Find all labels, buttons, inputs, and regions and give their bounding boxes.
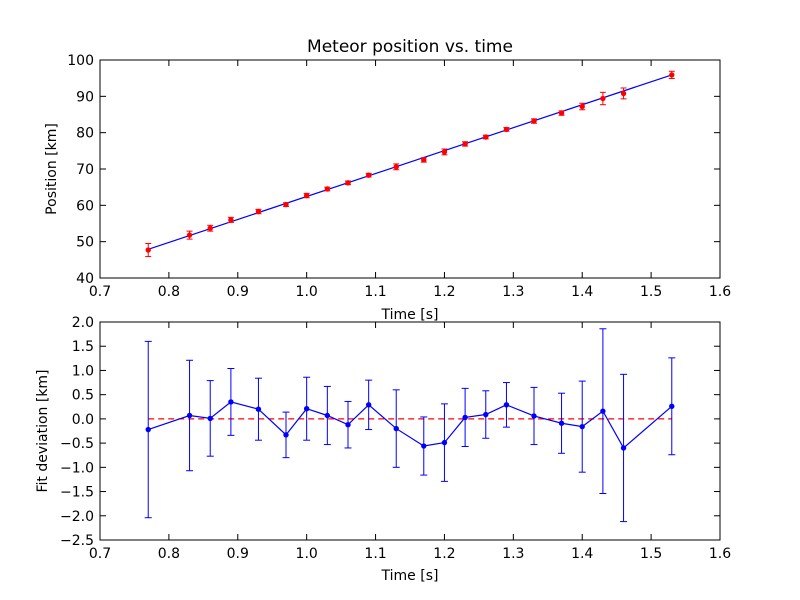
position-x-tick-label: 1.2	[433, 284, 455, 300]
position-y-tick-label: 40	[76, 271, 94, 287]
deviation-x-tick-label: 1.5	[640, 546, 662, 562]
deviation-point	[558, 420, 565, 426]
deviation-point	[421, 443, 427, 449]
position-ticks: 0.7 0.8 0.9 1.0 1.1 1.2 1.3 1.4 1.5 1.6 40 50 60 70 80…	[67, 53, 731, 300]
position-x-axis-label: Time [s]	[381, 307, 439, 323]
position-axes-frame	[99, 59, 721, 279]
deviation-y-tick-label: 0.0	[72, 412, 94, 428]
position-point	[579, 103, 585, 110]
position-point	[600, 95, 606, 102]
deviation-panel: 0.7 0.8 0.9 1.0 1.1 1.2 1.3 1.4 1.5 1.6 −2.5 −2.0 −1…	[35, 315, 731, 584]
position-panel: Meteor position vs. time 0.7 0.8 0.9 1.0 1.1…	[44, 37, 731, 323]
deviation-y-tick-label: 0.5	[72, 388, 94, 404]
deviation-y-tick-label: −0.5	[60, 436, 94, 452]
position-y-axis-label: Position [km]	[44, 123, 60, 215]
position-y-tick-label: 80	[76, 126, 94, 142]
position-point	[462, 141, 468, 147]
deviation-x-tick-label: 1.3	[502, 546, 524, 562]
deviation-x-tick-label: 1.6	[709, 546, 731, 562]
deviation-point	[669, 403, 675, 409]
position-point	[503, 126, 510, 133]
deviation-point	[393, 425, 399, 432]
chart-title: Meteor position vs. time	[307, 37, 513, 57]
position-point	[283, 201, 289, 208]
deviation-x-axis-label: Time [s]	[381, 568, 439, 584]
deviation-y-tick-label: −1.5	[60, 485, 94, 501]
position-x-tick-label: 0.7	[89, 284, 111, 300]
deviation-y-tick-label: 1.0	[72, 363, 94, 379]
deviation-axes-frame	[99, 321, 721, 541]
position-point	[145, 247, 151, 253]
deviation-point	[324, 412, 331, 419]
deviation-point	[462, 414, 468, 421]
position-y-tick-label: 60	[76, 198, 94, 214]
deviation-x-tick-label: 0.7	[89, 546, 111, 562]
deviation-point	[345, 422, 351, 428]
deviation-point	[207, 415, 213, 422]
position-point	[324, 186, 331, 192]
position-point	[228, 217, 234, 223]
deviation-x-tick-label: 0.9	[227, 546, 249, 562]
deviation-point	[531, 413, 537, 419]
position-point	[483, 134, 489, 140]
deviation-point	[186, 412, 193, 419]
deviation-y-tick-label: 2.0	[72, 315, 94, 331]
deviation-y-tick-label: −2.0	[60, 509, 94, 525]
position-x-tick-label: 1.1	[364, 284, 386, 300]
deviation-point	[228, 399, 234, 405]
position-y-tick-label: 90	[76, 89, 94, 105]
deviation-point	[620, 445, 627, 451]
deviation-series-line	[148, 401, 673, 449]
position-y-tick-label: 50	[76, 235, 94, 251]
deviation-point	[483, 411, 489, 418]
position-point	[558, 110, 565, 116]
deviation-point	[145, 426, 151, 433]
position-point	[365, 172, 372, 178]
position-x-tick-label: 1.3	[502, 284, 524, 300]
deviation-y-axis-label: Fit deviation [km]	[35, 369, 51, 492]
deviation-point	[503, 402, 510, 408]
position-point	[255, 208, 262, 215]
deviation-x-tick-label: 1.1	[364, 546, 386, 562]
deviation-point	[365, 402, 372, 408]
position-x-tick-label: 1.5	[640, 284, 662, 300]
position-point	[207, 225, 213, 231]
deviation-x-tick-label: 1.2	[433, 546, 455, 562]
position-point	[393, 164, 399, 170]
deviation-y-tick-label: −2.5	[60, 533, 94, 549]
deviation-plot-area	[144, 328, 676, 523]
deviation-y-tick-label: −1.0	[60, 460, 94, 476]
position-point	[531, 118, 537, 124]
deviation-ticks: 0.7 0.8 0.9 1.0 1.1 1.2 1.3 1.4 1.5 1.6 −2.5 −2.0 −1…	[60, 315, 731, 562]
position-point	[186, 232, 193, 238]
position-point	[421, 157, 427, 163]
position-point	[669, 72, 675, 78]
position-y-tick-label: 70	[76, 162, 94, 178]
position-x-tick-label: 0.8	[158, 284, 180, 300]
deviation-y-tick-label: 1.5	[72, 339, 94, 355]
position-x-tick-label: 1.4	[571, 284, 593, 300]
deviation-x-tick-label: 0.8	[158, 546, 180, 562]
deviation-point	[303, 406, 310, 412]
position-x-tick-label: 1.0	[296, 284, 318, 300]
position-point	[620, 90, 627, 97]
position-x-tick-label: 1.6	[709, 284, 731, 300]
deviation-point	[283, 432, 289, 438]
position-point	[441, 149, 448, 155]
deviation-point	[579, 423, 585, 430]
deviation-x-tick-label: 1.0	[296, 546, 318, 562]
deviation-point	[255, 406, 262, 412]
position-x-tick-label: 0.9	[227, 284, 249, 300]
fit-line	[148, 74, 672, 250]
position-point	[345, 180, 351, 186]
position-point	[303, 192, 310, 199]
deviation-x-tick-label: 1.4	[571, 546, 593, 562]
position-plot-area	[145, 70, 675, 258]
deviation-point	[600, 408, 606, 414]
position-y-tick-label: 100	[67, 53, 94, 69]
deviation-point	[441, 439, 448, 446]
